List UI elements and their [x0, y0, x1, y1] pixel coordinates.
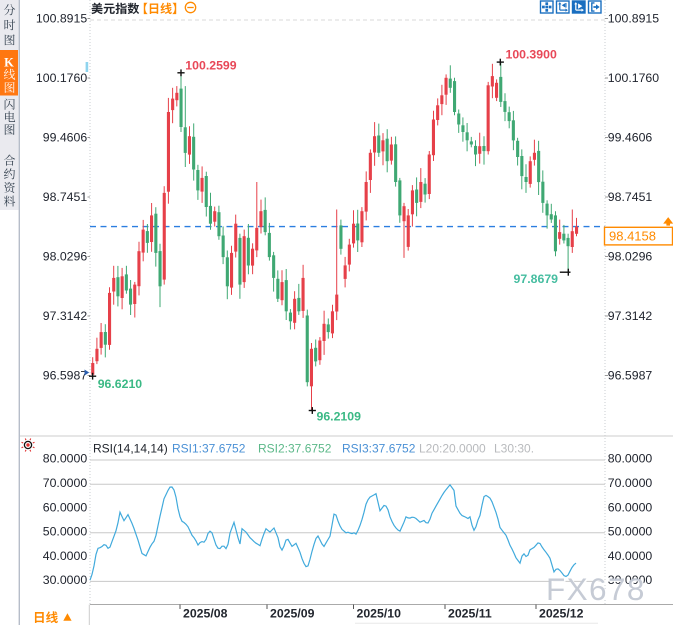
svg-text:96.6210: 96.6210	[98, 377, 143, 391]
svg-text:RSI2:37.6752: RSI2:37.6752	[258, 441, 332, 455]
svg-text:70.0000: 70.0000	[43, 476, 88, 490]
svg-text:40.0000: 40.0000	[43, 549, 88, 563]
svg-text:FX678: FX678	[548, 572, 648, 608]
svg-text:99.4606: 99.4606	[43, 131, 88, 145]
svg-text:98.0296: 98.0296	[608, 250, 653, 264]
svg-text:80.0000: 80.0000	[43, 452, 88, 466]
svg-text:98.0296: 98.0296	[43, 250, 88, 264]
svg-text:98.7451: 98.7451	[43, 190, 88, 204]
svg-text:2025/09: 2025/09	[270, 607, 315, 621]
svg-text:RSI3:37.6752: RSI3:37.6752	[342, 441, 416, 455]
svg-text:K: K	[4, 56, 14, 70]
svg-text:RSI1:37.6752: RSI1:37.6752	[172, 441, 246, 455]
svg-text:100.1760: 100.1760	[608, 71, 659, 85]
svg-text:L30:30.: L30:30.	[494, 441, 534, 455]
svg-text:100.8915: 100.8915	[608, 12, 659, 26]
svg-text:97.3142: 97.3142	[43, 309, 88, 323]
svg-text:60.0000: 60.0000	[43, 500, 88, 514]
svg-text:96.5987: 96.5987	[608, 369, 653, 383]
svg-text:50.0000: 50.0000	[608, 525, 653, 539]
svg-text:2025/08: 2025/08	[183, 607, 228, 621]
svg-text:50.0000: 50.0000	[43, 525, 88, 539]
svg-text:L20:20.0000: L20:20.0000	[419, 441, 486, 455]
svg-text:97.8679: 97.8679	[514, 272, 559, 286]
svg-text:60.0000: 60.0000	[608, 500, 653, 514]
svg-text:100.2599: 100.2599	[185, 59, 236, 73]
svg-text:99.4606: 99.4606	[608, 131, 653, 145]
svg-text:97.3142: 97.3142	[608, 309, 653, 323]
svg-text:30.0000: 30.0000	[608, 573, 653, 587]
svg-text:80.0000: 80.0000	[608, 452, 653, 466]
svg-text:FX678: FX678	[546, 571, 646, 607]
svg-text:100.8915: 100.8915	[36, 12, 87, 26]
svg-text:70.0000: 70.0000	[608, 476, 653, 490]
svg-text:100.1760: 100.1760	[36, 71, 87, 85]
svg-text:30.0000: 30.0000	[43, 573, 88, 587]
svg-text:2025/11: 2025/11	[448, 607, 492, 621]
svg-text:40.0000: 40.0000	[608, 549, 653, 563]
svg-text:96.5987: 96.5987	[43, 369, 88, 383]
svg-text:98.4158: 98.4158	[609, 229, 656, 244]
svg-text:96.2109: 96.2109	[317, 409, 362, 423]
svg-text:2025/12: 2025/12	[539, 607, 584, 621]
svg-text:100.3900: 100.3900	[506, 48, 557, 62]
svg-text:RSI(14,14,14): RSI(14,14,14)	[93, 441, 168, 455]
svg-text:2025/10: 2025/10	[357, 607, 402, 621]
svg-text:98.7451: 98.7451	[608, 190, 653, 204]
